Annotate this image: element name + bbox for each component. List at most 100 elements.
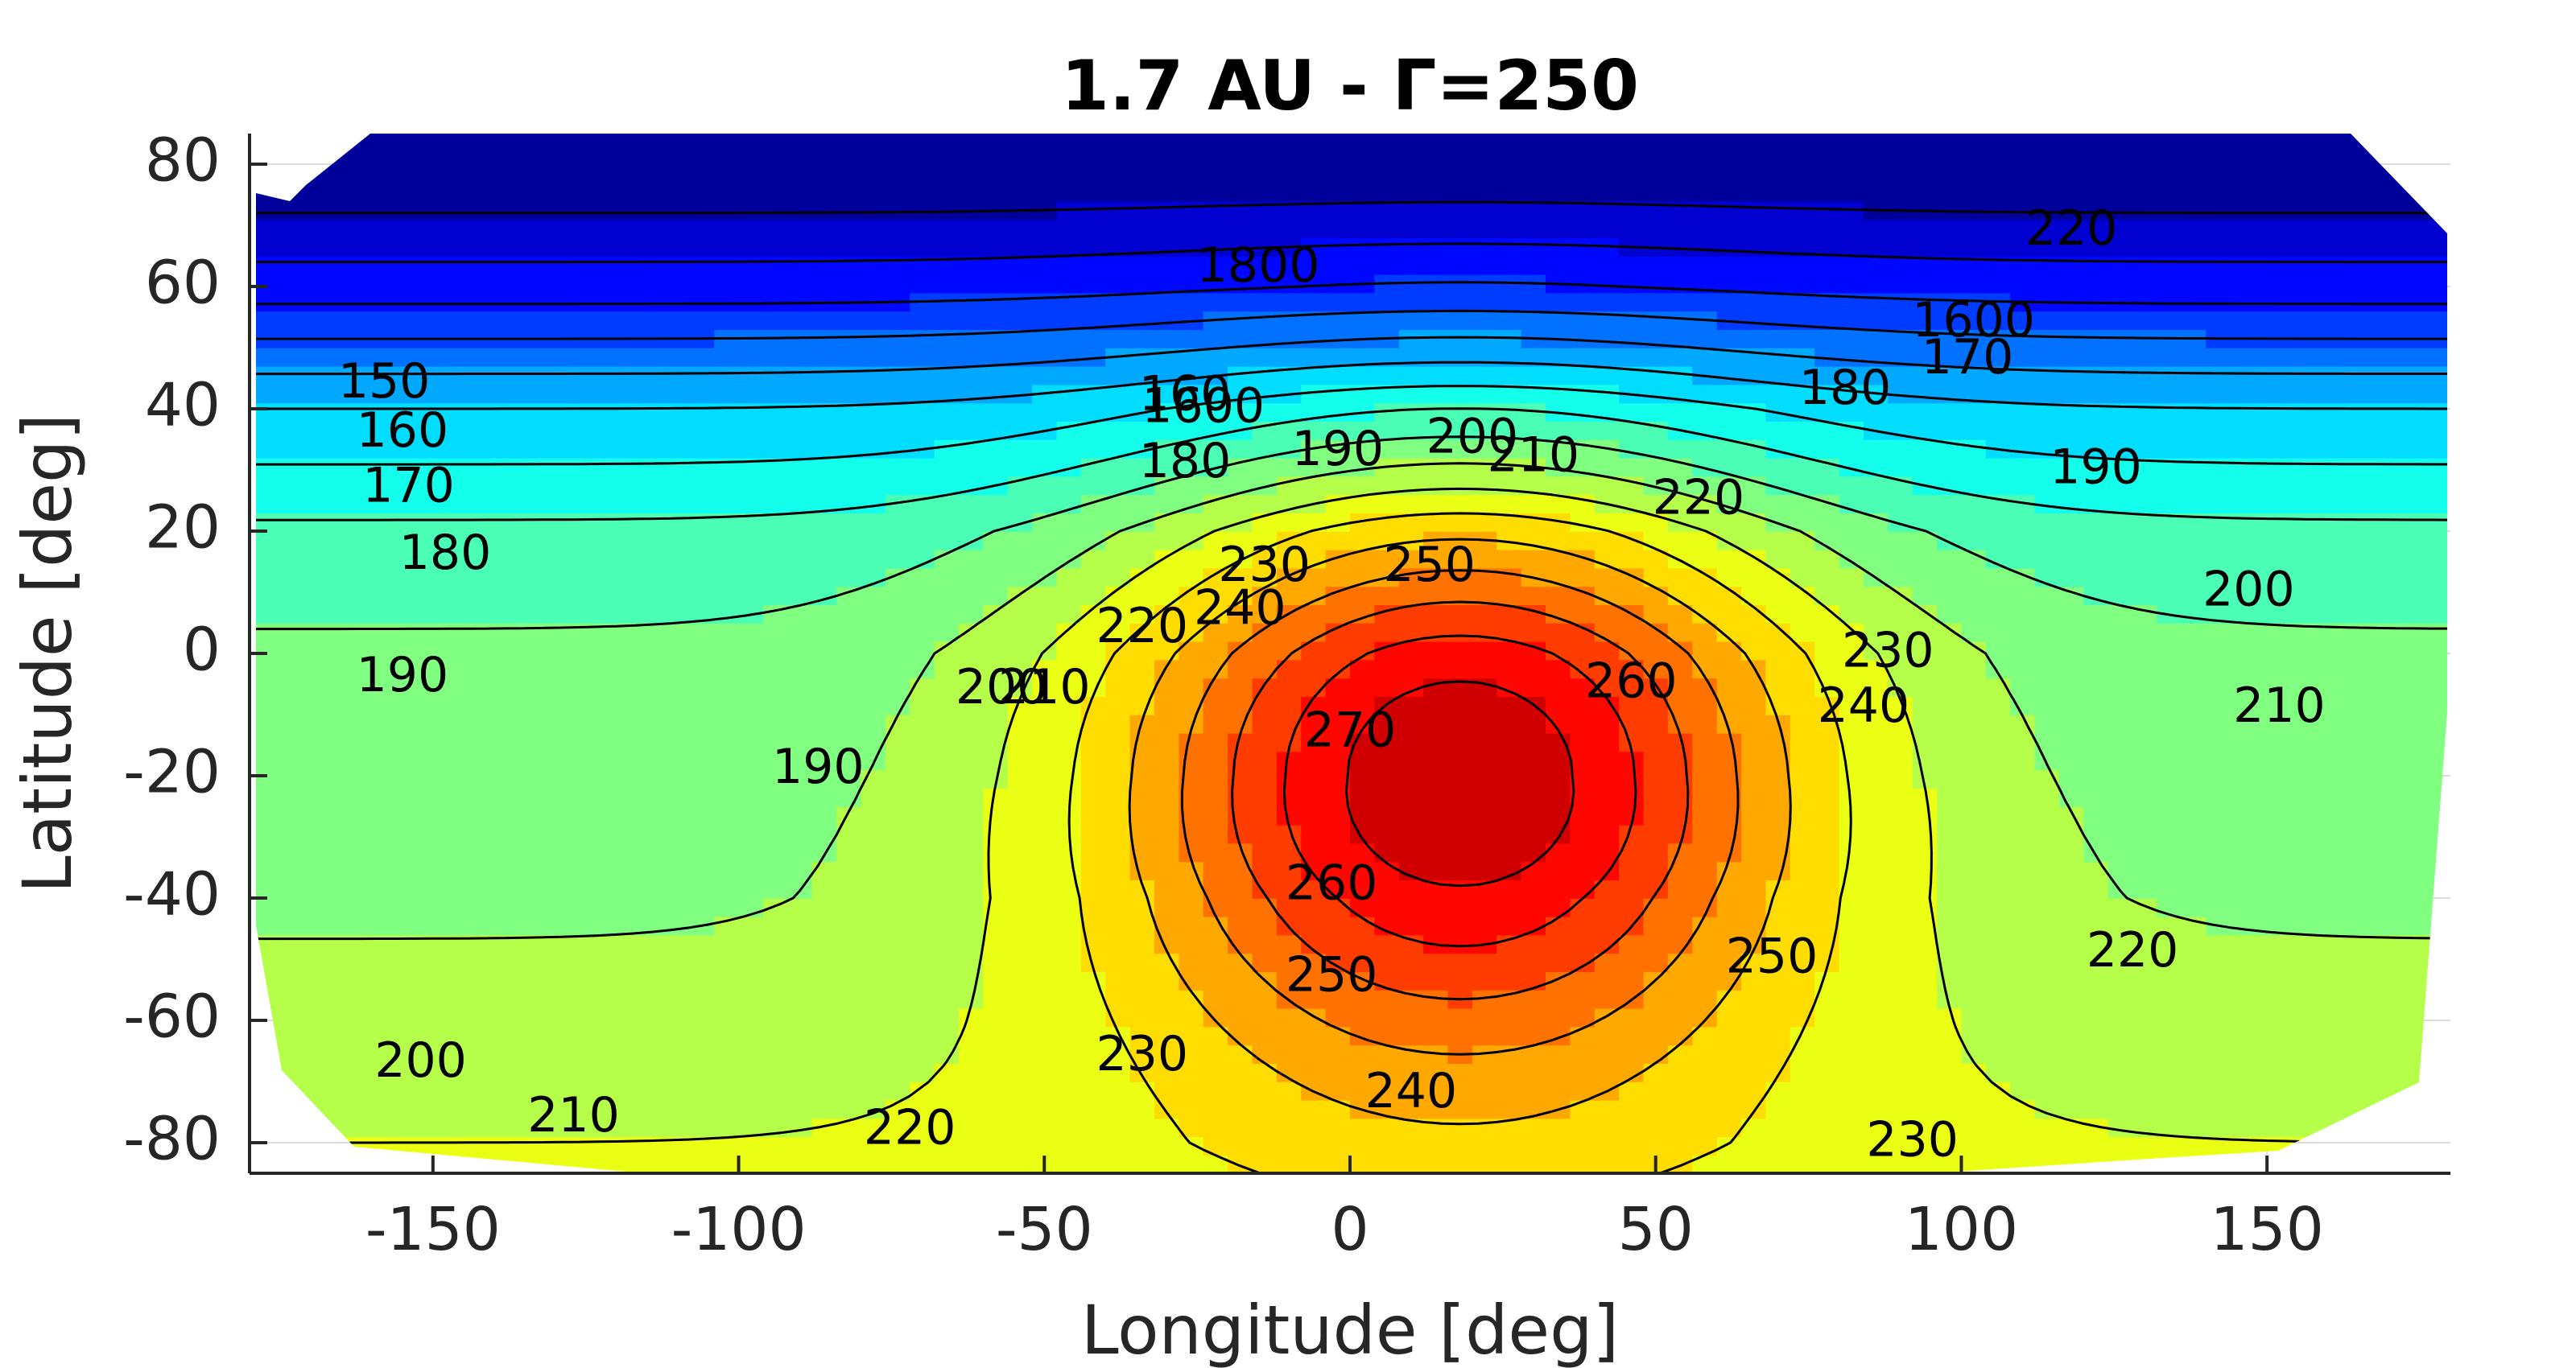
field-cell <box>665 421 690 440</box>
field-cell <box>1839 311 1864 330</box>
field-cell <box>1008 641 1033 661</box>
field-cell <box>2182 348 2207 367</box>
field-cell <box>935 402 960 422</box>
field-cell <box>1717 146 1742 165</box>
field-cell <box>2108 880 2133 899</box>
field-cell <box>421 623 446 642</box>
field-cell <box>1546 953 1571 972</box>
field-cell <box>1741 421 1766 440</box>
field-cell <box>494 641 519 661</box>
field-cell <box>935 990 960 1009</box>
field-cell <box>1228 880 1253 899</box>
field-cell <box>469 696 494 715</box>
field-cell <box>2182 1008 2207 1028</box>
field-cell <box>518 494 543 513</box>
field-cell <box>2353 843 2378 863</box>
field-cell <box>274 971 299 991</box>
field-cell <box>1790 769 1815 789</box>
field-cell <box>1692 237 1717 257</box>
field-cell <box>1521 733 1546 752</box>
field-cell <box>2157 219 2182 238</box>
field-cell <box>299 256 324 275</box>
field-cell <box>935 531 960 550</box>
field-cell <box>1717 183 1742 202</box>
field-cell <box>1521 825 1546 844</box>
field-cell <box>1668 127 1693 146</box>
field-cell <box>372 311 397 330</box>
field-cell <box>690 568 715 587</box>
field-cell <box>1008 1045 1033 1064</box>
field-cell <box>861 1082 886 1101</box>
field-cell <box>348 990 373 1009</box>
field-cell <box>787 183 812 202</box>
field-cell <box>787 494 812 513</box>
field-cell <box>2035 1136 2060 1156</box>
field-cell <box>2059 183 2084 202</box>
field-cell <box>2231 953 2256 972</box>
field-cell <box>617 696 642 715</box>
field-cell <box>2304 311 2329 330</box>
field-cell <box>1790 788 1815 807</box>
field-cell <box>1619 458 1644 477</box>
field-cell <box>469 623 494 642</box>
field-cell <box>518 293 543 312</box>
field-cell <box>1521 953 1546 972</box>
field-cell <box>886 917 910 936</box>
field-cell <box>2231 825 2256 844</box>
field-cell <box>690 531 715 550</box>
field-cell <box>836 1082 861 1101</box>
field-cell <box>641 971 666 991</box>
field-cell <box>1986 715 2011 734</box>
field-cell <box>1154 1082 1179 1101</box>
field-cell <box>1864 752 1889 771</box>
field-cell <box>1277 348 1302 367</box>
field-cell <box>1741 293 1766 312</box>
field-cell <box>690 825 715 844</box>
field-cell <box>641 494 666 513</box>
field-cell <box>348 1045 373 1064</box>
field-cell <box>836 1063 861 1082</box>
field-cell <box>983 219 1008 238</box>
field-cell <box>1057 476 1082 496</box>
field-cell <box>2206 127 2231 146</box>
field-cell <box>1913 825 1938 844</box>
field-cell <box>1008 917 1033 936</box>
field-cell <box>1741 127 1766 146</box>
field-cell <box>1790 898 1815 917</box>
field-cell <box>323 880 348 899</box>
field-cell <box>299 971 324 991</box>
field-cell <box>910 843 935 863</box>
field-cell <box>910 513 935 532</box>
field-cell <box>2010 513 2035 532</box>
field-cell <box>1595 715 1620 734</box>
field-cell <box>1619 439 1644 459</box>
field-cell <box>299 1100 324 1119</box>
field-cell <box>1326 476 1351 496</box>
field-cell <box>617 733 642 752</box>
field-cell <box>2157 752 2182 771</box>
field-cell <box>1644 953 1669 972</box>
field-cell <box>959 1045 984 1064</box>
field-cell <box>886 971 910 991</box>
field-cell <box>2059 531 2084 550</box>
field-cell <box>2010 127 2035 146</box>
field-cell <box>1692 752 1717 771</box>
field-cell <box>469 1027 494 1046</box>
field-cell <box>1765 183 1790 202</box>
field-cell <box>1154 1008 1179 1028</box>
field-cell <box>1496 917 1521 936</box>
field-cell <box>1765 641 1790 661</box>
field-cell <box>2132 237 2157 257</box>
field-cell <box>2231 348 2256 367</box>
field-cell <box>1864 1045 1889 1064</box>
field-cell <box>518 183 543 202</box>
field-cell <box>665 586 690 605</box>
field-cell <box>2231 1027 2256 1046</box>
field-cell <box>250 586 275 605</box>
field-cell <box>568 1155 592 1174</box>
field-cell <box>1619 256 1644 275</box>
field-cell <box>2279 402 2304 422</box>
field-cell <box>2279 825 2304 844</box>
field-cell <box>445 623 470 642</box>
field-cell <box>1008 1008 1033 1028</box>
